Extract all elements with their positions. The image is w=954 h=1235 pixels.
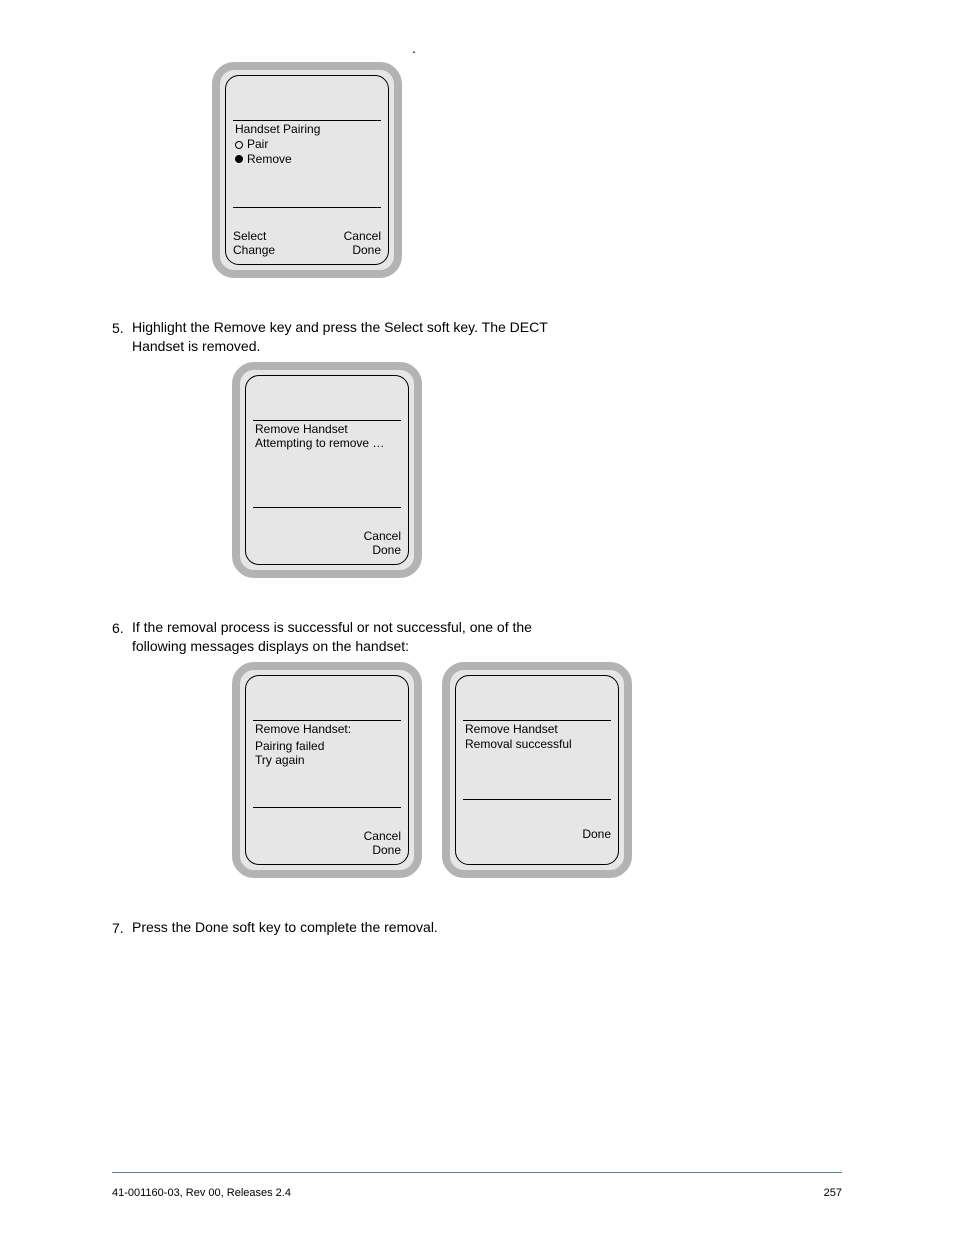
softkey-cancel[interactable]: Cancel: [364, 530, 401, 544]
step-4-text: .: [412, 40, 894, 58]
option-pair[interactable]: Pair: [235, 138, 379, 152]
softkey-done[interactable]: Done: [364, 844, 401, 858]
step-number-7: 7.: [112, 918, 132, 936]
option-pair-label: Pair: [247, 138, 268, 152]
screen-title: Handset Pairing: [235, 123, 379, 137]
screen-title: Remove Handset: [465, 723, 609, 737]
softkey-cancel[interactable]: Cancel: [364, 830, 401, 844]
softkey-done[interactable]: Done: [582, 828, 611, 842]
screen-title: Remove Handset:: [255, 723, 399, 737]
softkey-change[interactable]: Change: [233, 244, 275, 258]
screen-line-1: Removal successful: [465, 738, 609, 752]
softkey-cancel[interactable]: Cancel: [344, 230, 381, 244]
footer-doc-id: 41-001160-03, Rev 00, Releases 2.4: [112, 1187, 291, 1199]
device-screen-pairing-menu: Handset Pairing Pair Remove: [212, 62, 402, 278]
footer-rule: [112, 1172, 842, 1173]
radio-selected-icon: [235, 155, 243, 163]
step-7-text: Press the Done soft key to complete the …: [132, 918, 894, 937]
device-screen-removing: Remove Handset Attempting to remove … Ca…: [232, 362, 422, 578]
softkey-done[interactable]: Done: [364, 544, 401, 558]
footer-page-number: 257: [824, 1187, 842, 1199]
device-screen-remove-failed: Remove Handset: Pairing failed Try again…: [232, 662, 422, 878]
screen-line-1: Pairing failed: [255, 740, 399, 754]
option-remove[interactable]: Remove: [235, 153, 379, 167]
radio-unselected-icon: [235, 141, 243, 149]
screen-line-2: Try again: [255, 754, 399, 768]
screen-title: Remove Handset: [255, 423, 399, 437]
screen-status-line: Attempting to remove …: [255, 437, 399, 451]
step-number-5: 5.: [112, 318, 132, 336]
softkey-done[interactable]: Done: [344, 244, 381, 258]
step-6-text: If the removal process is successful or …: [132, 618, 752, 656]
step-5-text: Highlight the Remove key and press the S…: [132, 318, 752, 356]
device-screen-remove-success: Remove Handset Removal successful Done: [442, 662, 632, 878]
step-number-6: 6.: [112, 618, 132, 636]
option-remove-label: Remove: [247, 153, 292, 167]
softkey-select[interactable]: Select: [233, 230, 275, 244]
